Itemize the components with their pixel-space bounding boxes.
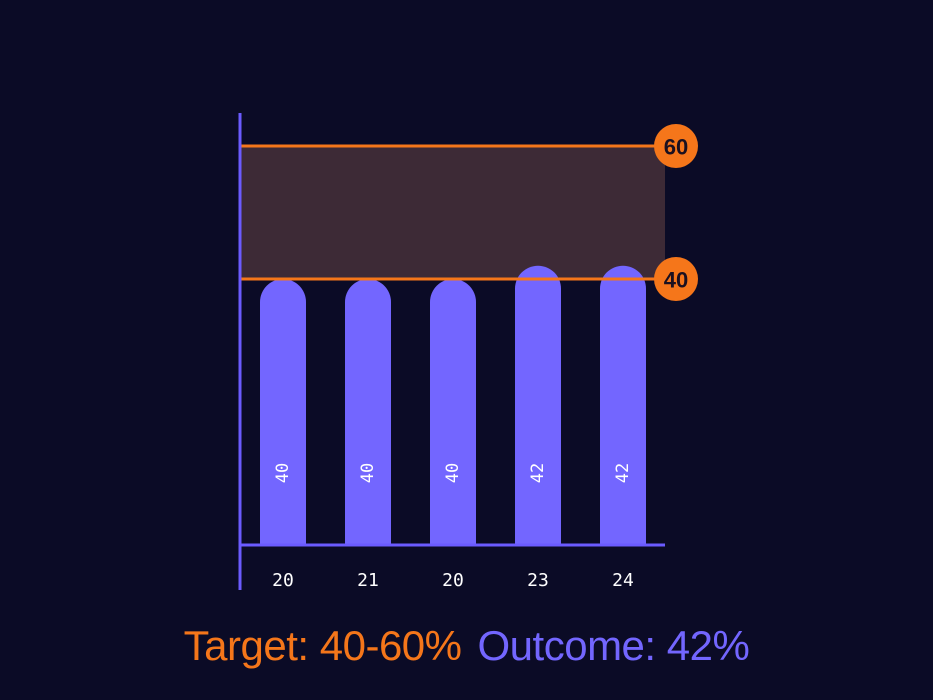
bar xyxy=(430,279,476,545)
bar xyxy=(260,279,306,545)
category-label: 21 xyxy=(357,570,379,591)
bar-value-label: 40 xyxy=(443,463,463,483)
target-marker-label: 40 xyxy=(664,268,688,293)
bar-value-label: 40 xyxy=(358,463,378,483)
target-marker-label: 60 xyxy=(664,135,688,160)
target-band xyxy=(240,146,665,279)
category-label: 24 xyxy=(612,570,634,591)
caption-outcome: Outcome: 42% xyxy=(477,622,750,669)
bar-value-label: 42 xyxy=(528,463,548,483)
category-label: 23 xyxy=(527,570,549,591)
bar-value-label: 40 xyxy=(273,463,293,483)
category-label: 20 xyxy=(442,570,464,591)
target-marker xyxy=(654,257,698,301)
caption-target: Target: 40-60% xyxy=(183,622,462,669)
bar xyxy=(345,279,391,545)
chart: 40 20 40 21 40 20 42 23 42 24 60 40 xyxy=(238,113,698,591)
bar-value-label: 42 xyxy=(613,463,633,483)
category-label: 20 xyxy=(272,570,294,591)
bar xyxy=(600,265,646,545)
bar-chart-svg: 40 20 40 21 40 20 42 23 42 24 60 40 xyxy=(238,113,698,591)
target-marker xyxy=(654,124,698,168)
bar xyxy=(515,265,561,545)
caption: Target: 40-60% Outcome: 42% xyxy=(0,622,933,670)
